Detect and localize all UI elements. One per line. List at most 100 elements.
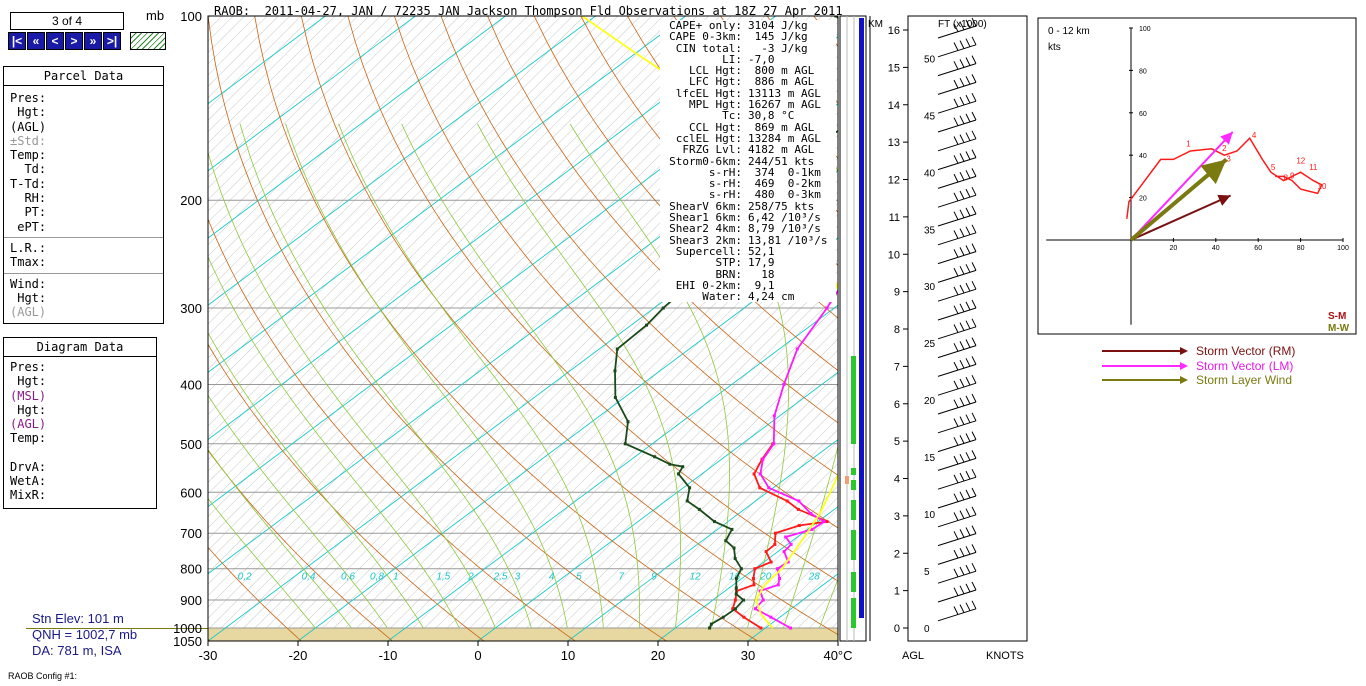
parcel-temp-label: Temp: bbox=[10, 148, 47, 163]
index-row: STP: 17,9 bbox=[660, 257, 836, 269]
wind-barb bbox=[937, 450, 977, 471]
index-value: 16267 m AGL bbox=[748, 98, 821, 112]
pressure-tick-label: 700 bbox=[180, 526, 202, 541]
index-value: 13,81 /10³/s bbox=[748, 233, 828, 247]
temp-point bbox=[764, 550, 768, 554]
pressure-tick-label: 500 bbox=[180, 437, 202, 452]
km-tick-label: 2 bbox=[894, 548, 900, 560]
diagram-data-title: Diagram Data bbox=[4, 338, 156, 357]
dewpoint-point bbox=[713, 520, 717, 524]
wetbulb-point bbox=[884, 199, 887, 202]
temp-point bbox=[825, 520, 829, 524]
hodo-km-label: 4 bbox=[1252, 131, 1257, 140]
next-button[interactable]: > bbox=[65, 32, 83, 50]
previous-button[interactable]: < bbox=[46, 32, 64, 50]
hodograph-legend: Storm Vector (RM) Storm Vector (LM) Stor… bbox=[1100, 344, 1295, 388]
dewpoint-point bbox=[615, 347, 619, 351]
moist-adiabat bbox=[208, 151, 496, 629]
pressure-tick-label: 1000 bbox=[173, 621, 202, 636]
index-key: Shear2 4km: bbox=[669, 222, 742, 236]
wind-barb bbox=[937, 337, 977, 359]
fast-forward-button[interactable]: » bbox=[84, 32, 102, 50]
dry-adiabat bbox=[347, 16, 838, 582]
isotherm bbox=[208, 16, 686, 373]
index-row: Shear3 2km: 13,81 /10³/s bbox=[660, 233, 836, 247]
mixing-ratio-label: 0,2 bbox=[238, 572, 252, 583]
first-button[interactable]: |< bbox=[8, 32, 26, 50]
index-value: 480 0-3km bbox=[748, 188, 821, 202]
index-key: FRZG Lvl: bbox=[682, 143, 742, 157]
plot-frame bbox=[207, 15, 839, 642]
agl-label: AGL bbox=[902, 650, 924, 662]
isotherm bbox=[297, 237, 838, 641]
dry-adiabat bbox=[208, 546, 302, 641]
page-counter[interactable]: 3 of 4 bbox=[10, 12, 124, 30]
dry-adiabat bbox=[394, 16, 838, 529]
ft-tick-label: 40 bbox=[924, 168, 936, 179]
mixing-ratio-label: 7 bbox=[619, 572, 625, 583]
index-value: 886 m AGL bbox=[748, 75, 815, 89]
index-value: 13284 m AGL bbox=[748, 131, 821, 145]
index-key: lfcEL Hgt: bbox=[675, 86, 742, 100]
temperature-tick-label: -30 bbox=[199, 648, 218, 663]
temperature-tick-label: 10 bbox=[561, 648, 575, 663]
last-button[interactable]: >| bbox=[103, 32, 121, 50]
legend-rm: Storm Vector (RM) bbox=[1100, 344, 1295, 359]
diagram-msl-label: (MSL) bbox=[10, 388, 47, 403]
wetbulb-point bbox=[809, 512, 813, 516]
index-key: CAPE+ only: bbox=[669, 19, 742, 32]
dry-adiabat bbox=[254, 16, 758, 641]
dewpoint-point bbox=[834, 16, 838, 18]
index-value: 374 0-1km bbox=[748, 165, 821, 179]
index-key: Tc: bbox=[722, 109, 742, 123]
hatch-toggle-button[interactable] bbox=[130, 32, 166, 50]
pressure-tick-label: 900 bbox=[180, 593, 202, 608]
dewpoint-point bbox=[613, 395, 617, 399]
dewpoint-point bbox=[623, 442, 627, 446]
wind-barb bbox=[937, 243, 977, 265]
index-key: Shear3 2km: bbox=[669, 233, 742, 247]
hodo-vector-rm bbox=[1130, 194, 1232, 241]
temp-line bbox=[731, 443, 831, 629]
moist-adiabat bbox=[401, 123, 640, 628]
knots-label: KNOTS bbox=[986, 650, 1024, 662]
wind-barb bbox=[937, 36, 977, 58]
dewpoint-point bbox=[732, 546, 736, 550]
wetbulb-point bbox=[893, 171, 896, 174]
dry-adiabat bbox=[208, 343, 485, 641]
hodo-x-tick-label: 60 bbox=[1254, 245, 1262, 252]
ft-tick-label: 45 bbox=[924, 111, 936, 122]
hodo-km-label: 1 bbox=[1186, 140, 1191, 149]
temp-point bbox=[751, 577, 755, 581]
index-key: CAPE 0-3km: bbox=[669, 30, 742, 44]
hodo-km-label: 2 bbox=[1222, 144, 1227, 153]
dewpoint-point bbox=[676, 472, 680, 476]
divider bbox=[4, 236, 163, 238]
isotherm bbox=[657, 506, 838, 641]
km-tick-label: 10 bbox=[888, 249, 900, 261]
pressure-tick-label: 1050 bbox=[173, 634, 202, 649]
km-tick-label: 14 bbox=[888, 100, 900, 112]
legend-lm: Storm Vector (LM) bbox=[1100, 359, 1295, 374]
hodo-km-label: 12 bbox=[1296, 157, 1305, 166]
temperature-tick-label: -20 bbox=[289, 648, 308, 663]
temperature-tick-label: -10 bbox=[379, 648, 398, 663]
index-row: s-rH: 480 0-3km bbox=[660, 188, 836, 202]
index-row: Storm0-6km: 244/51 kts bbox=[660, 155, 836, 167]
rewind-button[interactable]: « bbox=[27, 32, 45, 50]
index-key: s-rH: bbox=[708, 177, 742, 191]
wetbulb-point bbox=[761, 598, 765, 602]
wetbulb-point bbox=[767, 486, 771, 490]
km-tick-label: 11 bbox=[889, 212, 900, 224]
dry-adiabat bbox=[208, 16, 667, 641]
parcel-data-title: Parcel Data bbox=[4, 67, 163, 86]
wind-barb bbox=[937, 525, 977, 547]
diagram-data-panel: Diagram Data Pres: Hgt: (MSL) Hgt: (AGL)… bbox=[3, 337, 157, 509]
index-key: LI: bbox=[722, 52, 742, 66]
chart-title: RAOB: 2011-04-27, JAN / 72235 JAN Jackso… bbox=[214, 4, 843, 18]
moist-adiabat bbox=[208, 332, 424, 629]
parcel-lr-label: L.R.: bbox=[10, 240, 47, 255]
isotherm bbox=[208, 16, 596, 306]
hodo-km-label: 3 bbox=[1226, 155, 1231, 164]
